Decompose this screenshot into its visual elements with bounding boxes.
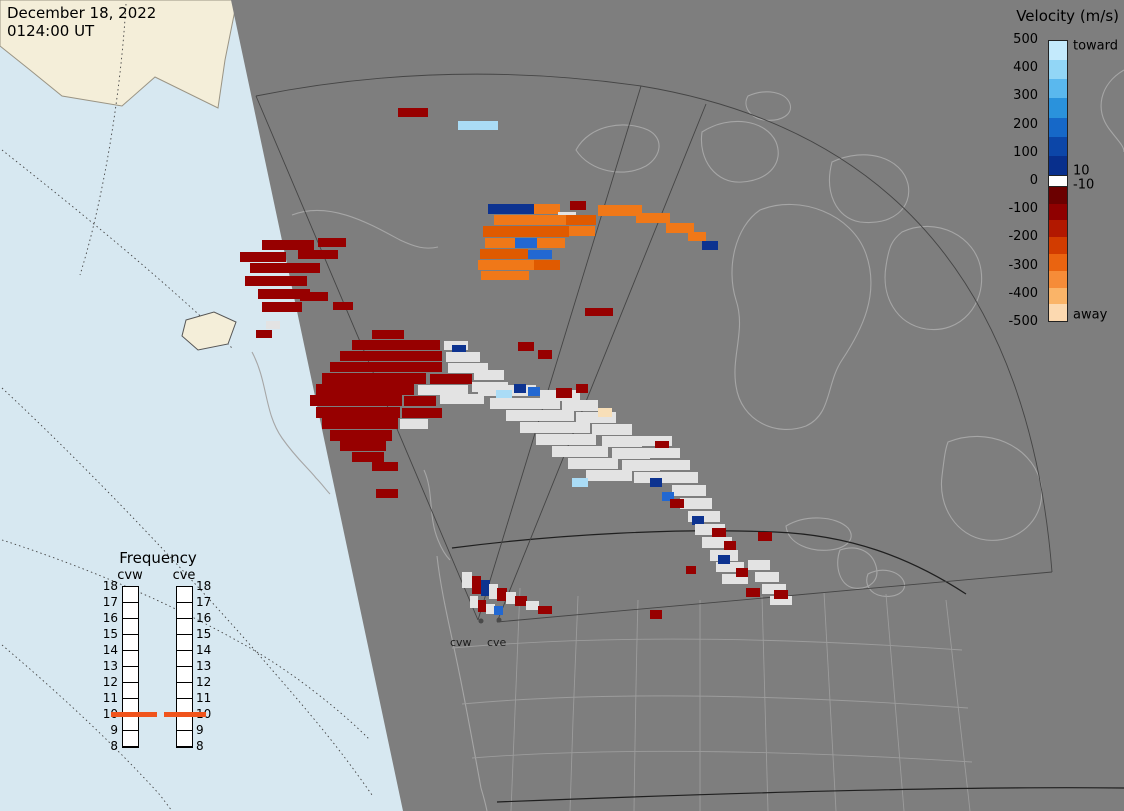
colorbar-segment (1049, 117, 1067, 137)
radar-site-cve-dot (496, 617, 502, 623)
radar-site-cvw-dot (478, 618, 484, 624)
colorbar-segment (1049, 186, 1067, 204)
colorbar-segment (1049, 136, 1067, 156)
colorbar-segment (1049, 287, 1067, 305)
velocity-colorbar (1048, 40, 1068, 322)
colorbar-segment (1049, 155, 1067, 176)
near-zero-pos-label: 10 (1073, 163, 1090, 179)
colorbar-segment (1049, 98, 1067, 118)
colorbar-segment (1049, 270, 1067, 288)
land-alaska (0, 0, 238, 109)
map-fan-background (231, 0, 1124, 811)
state-borders (451, 587, 973, 811)
frequency-legend-title: Frequency (119, 549, 197, 567)
radar-label-cve: cve (487, 636, 507, 649)
velocity-zero-band (1049, 175, 1067, 187)
frequency-bar-cvw (122, 586, 139, 748)
frequency-col-cve-label: cve (172, 568, 196, 583)
frequency-col-cvw-label: cvw (117, 568, 143, 583)
date-label: December 18, 2022 (7, 4, 157, 22)
near-zero-neg-label: -10 (1073, 177, 1095, 193)
colorbar-segment (1049, 79, 1067, 99)
colorbar-segment (1049, 41, 1067, 61)
velocity-tick-labels: 500 400 300 200 100 0 -100 -200 -300 -400 -500 (1008, 32, 1038, 329)
frequency-marker-cve (164, 712, 206, 717)
coastline-outlines (251, 69, 1124, 811)
graticule-lines (1, 3, 373, 811)
away-label: away (1073, 307, 1108, 323)
toward-label: toward (1073, 38, 1119, 54)
country-borders (451, 530, 1124, 803)
frequency-bar-cve (176, 586, 193, 748)
frequency-ticks-cvw: 18171615141312111098 (102, 579, 118, 752)
colorbar-segment (1049, 203, 1067, 221)
timestamp-block: December 18, 2022 0124:00 UT (7, 4, 156, 40)
velocity-away-band (1049, 186, 1067, 322)
time-label: 0124:00 UT (7, 22, 95, 40)
frequency-ticks-cve: 18171615141312111098 (196, 579, 212, 752)
coastal-island (181, 311, 237, 351)
colorbar-segment (1049, 237, 1067, 254)
colorbar-segment (1049, 304, 1067, 322)
velocity-toward-band (1049, 41, 1067, 176)
colorbar-segment (1049, 254, 1067, 271)
colorbar-segment (1049, 220, 1067, 238)
radar-label-cvw: cvw (450, 636, 472, 649)
frequency-marker-cvw (111, 712, 157, 717)
colorbar-segment (1049, 60, 1067, 80)
velocity-legend-title: Velocity (m/s) (1016, 7, 1119, 25)
